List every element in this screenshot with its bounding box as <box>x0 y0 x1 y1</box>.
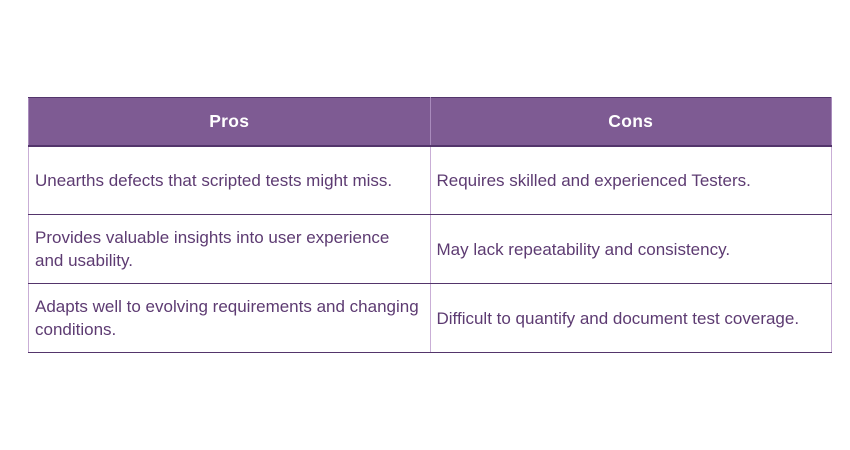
pros-column-header: Pros <box>28 97 431 147</box>
con-cell: May lack repeatability and consistency. <box>429 214 832 284</box>
pro-cell: Adapts well to evolving requirements and… <box>28 283 431 353</box>
con-cell: Difficult to quantify and document test … <box>429 283 832 353</box>
table-row: Unearths defects that scripted tests mig… <box>28 145 832 215</box>
pros-cons-table: Pros Cons Unearths defects that scripted… <box>28 97 832 353</box>
table-row: Provides valuable insights into user exp… <box>28 214 832 284</box>
table-header: Pros Cons <box>28 97 832 147</box>
table-body: Unearths defects that scripted tests mig… <box>28 145 832 353</box>
table-row: Adapts well to evolving requirements and… <box>28 283 832 353</box>
cons-column-header: Cons <box>429 97 832 147</box>
pro-cell: Provides valuable insights into user exp… <box>28 214 431 284</box>
con-cell: Requires skilled and experienced Testers… <box>429 145 832 215</box>
header-row: Pros Cons <box>28 97 832 147</box>
pro-cell: Unearths defects that scripted tests mig… <box>28 145 431 215</box>
